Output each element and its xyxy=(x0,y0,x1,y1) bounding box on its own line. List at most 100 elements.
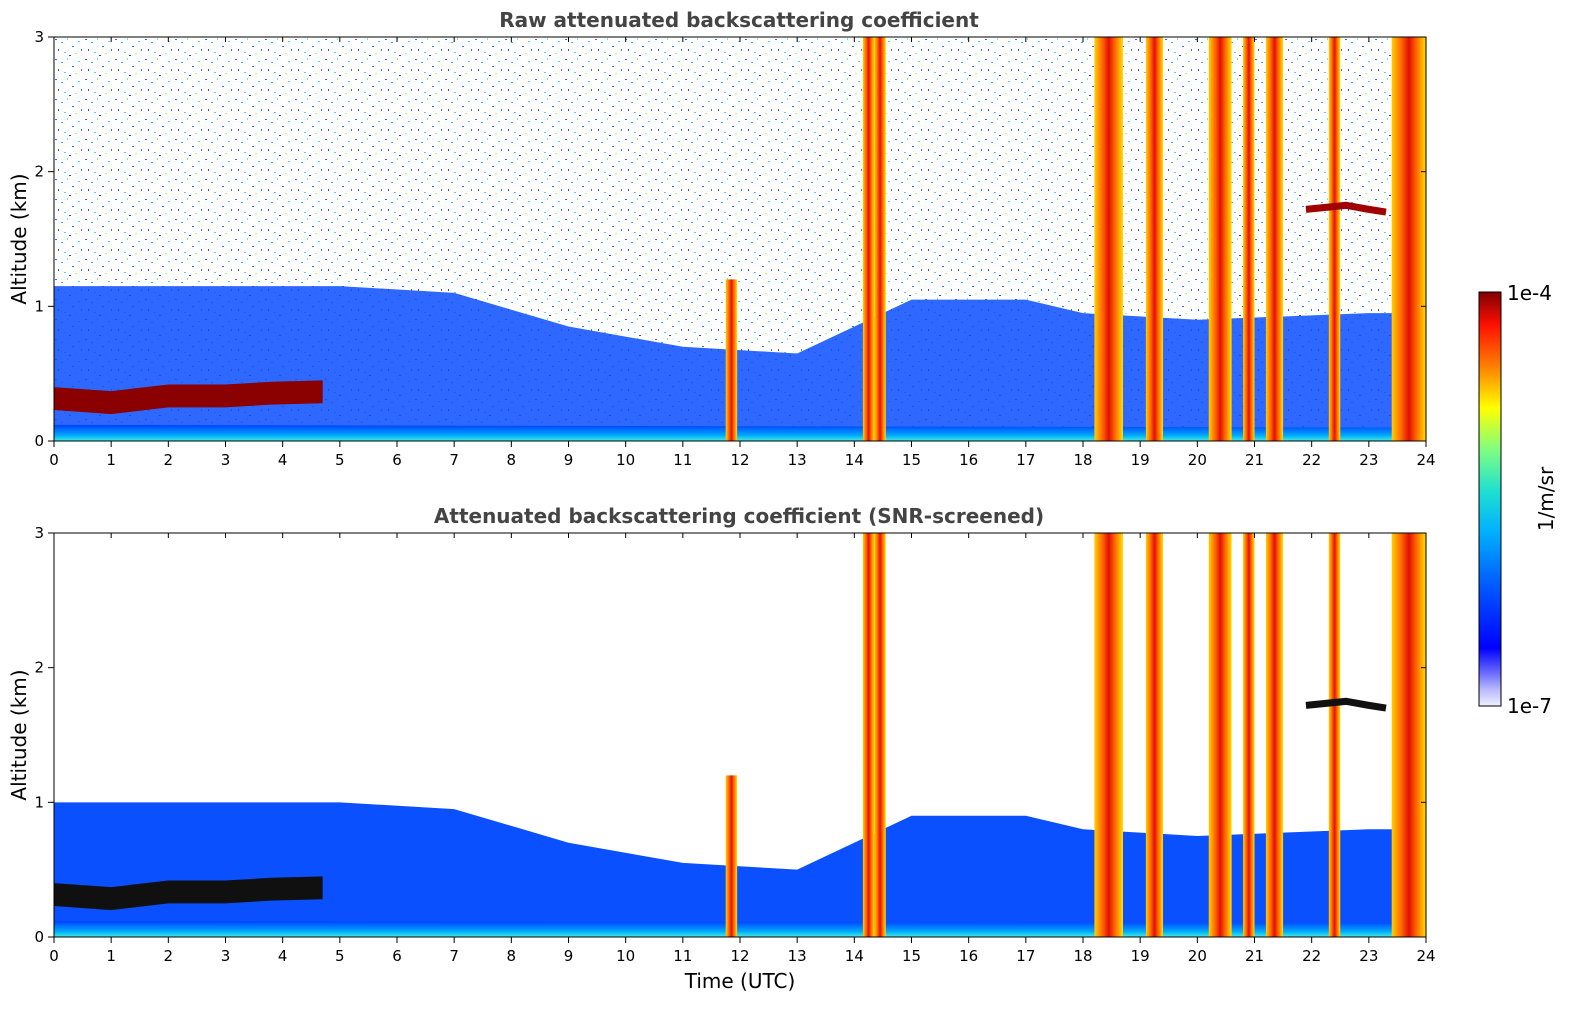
rain-column xyxy=(1145,37,1164,441)
rain-column xyxy=(1391,37,1426,441)
x-tick-label: 13 xyxy=(788,947,807,965)
panel1-x-axis: 0 1 2 3 4 5 6 7 8 9 10 11 12 13 14 15 16 17 18 19 20 21 22 23 24 xyxy=(49,37,1436,469)
x-tick-label: 19 xyxy=(1131,451,1150,469)
panel1-y-axis: 0 1 2 3 xyxy=(34,28,1426,450)
x-tick-label: 14 xyxy=(845,947,864,965)
x-tick-label: 22 xyxy=(1302,947,1321,965)
x-tick-label: 23 xyxy=(1359,947,1378,965)
x-tick-label: 10 xyxy=(616,451,635,469)
rain-column xyxy=(1265,533,1284,937)
panel2-surface-layer xyxy=(54,920,1426,937)
rain-column xyxy=(1094,37,1124,441)
x-tick-label: 23 xyxy=(1359,451,1378,469)
colorbar-unit-label: 1/m/sr xyxy=(1534,466,1558,531)
x-tick-label: 24 xyxy=(1416,947,1435,965)
panel2-y-label: Altitude (km) xyxy=(7,669,31,800)
rain-column xyxy=(1265,37,1284,441)
rain-column xyxy=(862,533,875,937)
panel1-cloud-layer xyxy=(1305,201,1387,216)
x-tick-label: 16 xyxy=(959,451,978,469)
x-tick-label: 20 xyxy=(1188,947,1207,965)
x-tick-label: 7 xyxy=(449,451,459,469)
rain-column xyxy=(1328,37,1341,441)
colorbar-gradient xyxy=(1478,291,1502,707)
x-tick-label: 4 xyxy=(278,947,288,965)
colorbar-max-label: 1e-4 xyxy=(1507,281,1552,305)
y-tick-label: 0 xyxy=(34,928,44,946)
rain-column xyxy=(874,533,886,937)
colorbar: 1e-4 1e-7 1/m/sr xyxy=(1478,281,1558,718)
rain-column xyxy=(1094,533,1124,937)
x-tick-label: 17 xyxy=(1016,451,1035,469)
x-tick-label: 5 xyxy=(335,947,345,965)
x-tick-label: 5 xyxy=(335,451,345,469)
rain-column xyxy=(1243,533,1255,937)
x-tick-label: 1 xyxy=(106,947,116,965)
x-tick-label: 12 xyxy=(730,451,749,469)
x-tick-label: 3 xyxy=(221,451,231,469)
x-tick-label: 3 xyxy=(221,947,231,965)
rain-column xyxy=(862,37,875,441)
raw-backscatter-panel: Raw attenuated backscattering coefficien… xyxy=(7,8,1436,469)
x-tick-label: 22 xyxy=(1302,451,1321,469)
y-tick-label: 3 xyxy=(34,524,44,542)
x-tick-label: 0 xyxy=(49,947,59,965)
x-tick-label: 12 xyxy=(730,947,749,965)
x-tick-label: 8 xyxy=(507,451,517,469)
rain-column xyxy=(725,279,738,441)
rain-column xyxy=(1328,533,1341,937)
panel2-aerosol-layer xyxy=(54,802,1426,937)
panel2-cloud-layer xyxy=(1305,697,1387,712)
colorbar-min-label: 1e-7 xyxy=(1507,694,1552,718)
rain-column xyxy=(1391,533,1426,937)
x-tick-label: 15 xyxy=(902,451,921,469)
y-tick-label: 1 xyxy=(34,297,44,315)
rain-column xyxy=(1243,37,1255,441)
y-tick-label: 1 xyxy=(34,793,44,811)
x-tick-label: 11 xyxy=(673,451,692,469)
rain-column xyxy=(1208,533,1232,937)
x-tick-label: 10 xyxy=(616,947,635,965)
panel1-aerosol-layer xyxy=(54,286,1426,441)
x-tick-label: 18 xyxy=(1073,947,1092,965)
panel1-surface-layer xyxy=(54,424,1426,441)
snr-screened-panel: Attenuated backscattering coefficient (S… xyxy=(7,504,1436,993)
x-tick-label: 21 xyxy=(1245,947,1264,965)
panel2-x-axis: 0 1 2 3 4 5 6 7 8 9 10 11 12 13 14 15 16 17 18 19 20 21 22 23 24 xyxy=(49,533,1436,965)
x-tick-label: 9 xyxy=(564,451,574,469)
y-tick-label: 2 xyxy=(34,659,44,677)
x-tick-label: 2 xyxy=(164,947,174,965)
x-tick-label: 0 xyxy=(49,451,59,469)
x-tick-label: 9 xyxy=(564,947,574,965)
panel2-rain-columns xyxy=(725,533,1426,937)
rain-column xyxy=(874,37,886,441)
x-tick-label: 20 xyxy=(1188,451,1207,469)
rain-column xyxy=(1145,533,1164,937)
x-tick-label: 4 xyxy=(278,451,288,469)
rain-column xyxy=(1208,37,1232,441)
panel1-title: Raw attenuated backscattering coefficien… xyxy=(499,8,979,32)
x-tick-label: 18 xyxy=(1073,451,1092,469)
y-tick-label: 2 xyxy=(34,163,44,181)
x-tick-label: 6 xyxy=(392,947,402,965)
y-tick-label: 0 xyxy=(34,432,44,450)
panel1-boundary-layer xyxy=(54,380,323,415)
x-tick-label: 19 xyxy=(1131,947,1150,965)
y-tick-label: 3 xyxy=(34,28,44,46)
x-tick-label: 15 xyxy=(902,947,921,965)
panel2-boundary-layer xyxy=(54,876,323,911)
panel1-rain-columns xyxy=(725,37,1426,441)
x-axis-label: Time (UTC) xyxy=(684,969,796,993)
x-tick-label: 7 xyxy=(449,947,459,965)
x-tick-label: 1 xyxy=(106,451,116,469)
x-tick-label: 11 xyxy=(673,947,692,965)
x-tick-label: 21 xyxy=(1245,451,1264,469)
panel2-y-axis: 0 1 2 3 xyxy=(34,524,1426,946)
panel2-title: Attenuated backscattering coefficient (S… xyxy=(434,504,1044,528)
x-tick-label: 14 xyxy=(845,451,864,469)
panel1-y-label: Altitude (km) xyxy=(7,173,31,304)
x-tick-label: 6 xyxy=(392,451,402,469)
rain-column xyxy=(725,775,738,937)
x-tick-label: 8 xyxy=(507,947,517,965)
